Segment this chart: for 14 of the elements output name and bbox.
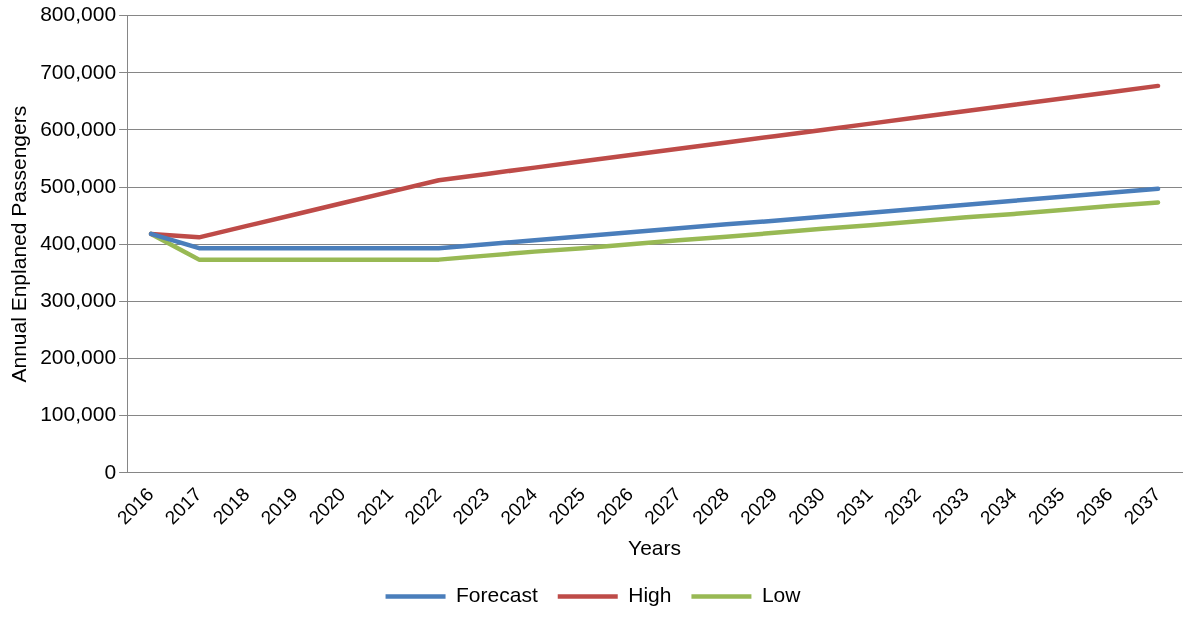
y-tick-label: 100,000 [40,402,117,426]
legend-label: Forecast [456,583,538,607]
y-tick-label: 0 [104,459,117,483]
y-tick-label: 400,000 [40,230,117,254]
y-tick-label: 200,000 [40,345,117,369]
y-tick-label: 700,000 [40,59,117,83]
y-tick-label: 600,000 [40,116,117,140]
y-tick-label: 500,000 [40,173,117,197]
legend-label: Low [761,583,802,607]
x-axis-title: Years [628,536,682,560]
y-tick-label: 800,000 [40,2,117,26]
y-tick-label: 300,000 [40,288,117,312]
y-axis-title: Annual Enplaned Passengers [7,105,31,383]
legend-label: High [628,583,672,607]
